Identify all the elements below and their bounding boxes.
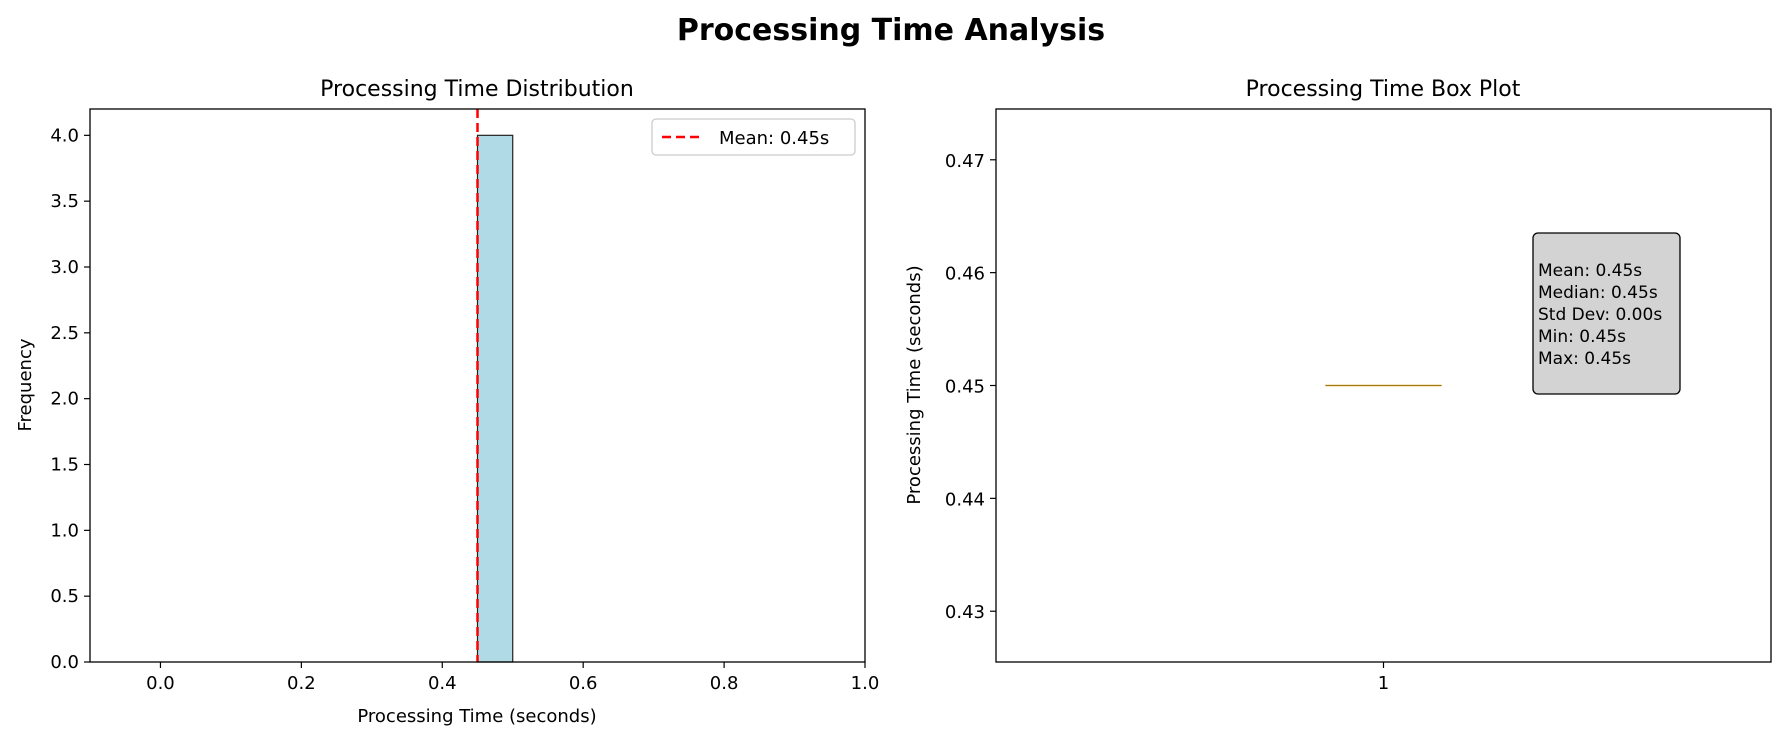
x-tick-label: 0.8 bbox=[710, 673, 739, 694]
x-tick-label: 0.4 bbox=[428, 673, 457, 694]
y-tick-label: 4.0 bbox=[50, 125, 79, 146]
boxplot-x-ticks: 1 bbox=[1378, 662, 1389, 694]
x-tick-label: 1.0 bbox=[851, 673, 880, 694]
histogram-axes-frame bbox=[89, 108, 866, 663]
histogram-panel: Processing Time Distribution 0.0 0.2 0.4 0.… bbox=[15, 77, 879, 727]
y-tick-label: 0.45 bbox=[945, 377, 985, 398]
histogram-y-ticks: 0.0 0.5 1.0 1.5 2.0 2.5 3.0 3.5 4.0 bbox=[50, 125, 90, 673]
legend-mean-label: Mean: 0.45s bbox=[719, 128, 829, 149]
x-tick-label: 1 bbox=[1378, 673, 1389, 694]
stats-median: Median: 0.45s bbox=[1538, 283, 1658, 303]
y-tick-label: 3.5 bbox=[50, 191, 79, 212]
y-tick-label: 0.0 bbox=[50, 652, 79, 673]
boxplot-title: Processing Time Box Plot bbox=[1246, 77, 1521, 102]
legend: Mean: 0.45s bbox=[651, 118, 856, 156]
histogram-x-ticks: 0.0 0.2 0.4 0.6 0.8 1.0 bbox=[146, 662, 879, 694]
y-tick-label: 1.5 bbox=[50, 455, 79, 476]
legend-box bbox=[651, 118, 856, 156]
stats-std-dev: Std Dev: 0.00s bbox=[1538, 305, 1662, 325]
histogram-bar bbox=[476, 134, 514, 663]
stats-max: Max: 0.45s bbox=[1538, 349, 1631, 369]
histogram-bars bbox=[476, 134, 514, 663]
boxplot-y-ticks: 0.43 0.44 0.45 0.46 0.47 bbox=[945, 151, 996, 623]
histogram-x-label: Processing Time (seconds) bbox=[357, 706, 596, 727]
x-tick-label: 0.2 bbox=[287, 673, 316, 694]
y-tick-label: 0.44 bbox=[945, 489, 985, 510]
boxplot-panel: Processing Time Box Plot 1 0.430.440.450… bbox=[904, 77, 1772, 694]
y-tick-label: 0.47 bbox=[945, 151, 985, 172]
y-tick-label: 2.0 bbox=[50, 389, 79, 410]
stats-mean: Mean: 0.45s bbox=[1538, 261, 1642, 281]
y-tick-label: 1.0 bbox=[50, 520, 79, 541]
y-tick-label: 2.5 bbox=[50, 323, 79, 344]
y-tick-label: 0.43 bbox=[945, 602, 985, 623]
stats-min: Min: 0.45s bbox=[1538, 327, 1626, 347]
histogram-title: Processing Time Distribution bbox=[320, 77, 634, 102]
y-tick-label: 0.5 bbox=[50, 586, 79, 607]
histogram-y-label: Frequency bbox=[15, 338, 36, 431]
x-tick-label: 0.6 bbox=[569, 673, 598, 694]
y-tick-label: 3.0 bbox=[50, 257, 79, 278]
stats-box: Mean: 0.45s Median: 0.45s Std Dev: 0.00s… bbox=[1532, 232, 1681, 395]
x-tick-label: 0.0 bbox=[146, 673, 175, 694]
y-tick-label: 0.46 bbox=[945, 264, 985, 285]
figure-title: Processing Time Analysis bbox=[677, 13, 1105, 48]
boxplot-y-label: Processing Time (seconds) bbox=[904, 265, 925, 504]
stats-box-background bbox=[1532, 232, 1681, 395]
